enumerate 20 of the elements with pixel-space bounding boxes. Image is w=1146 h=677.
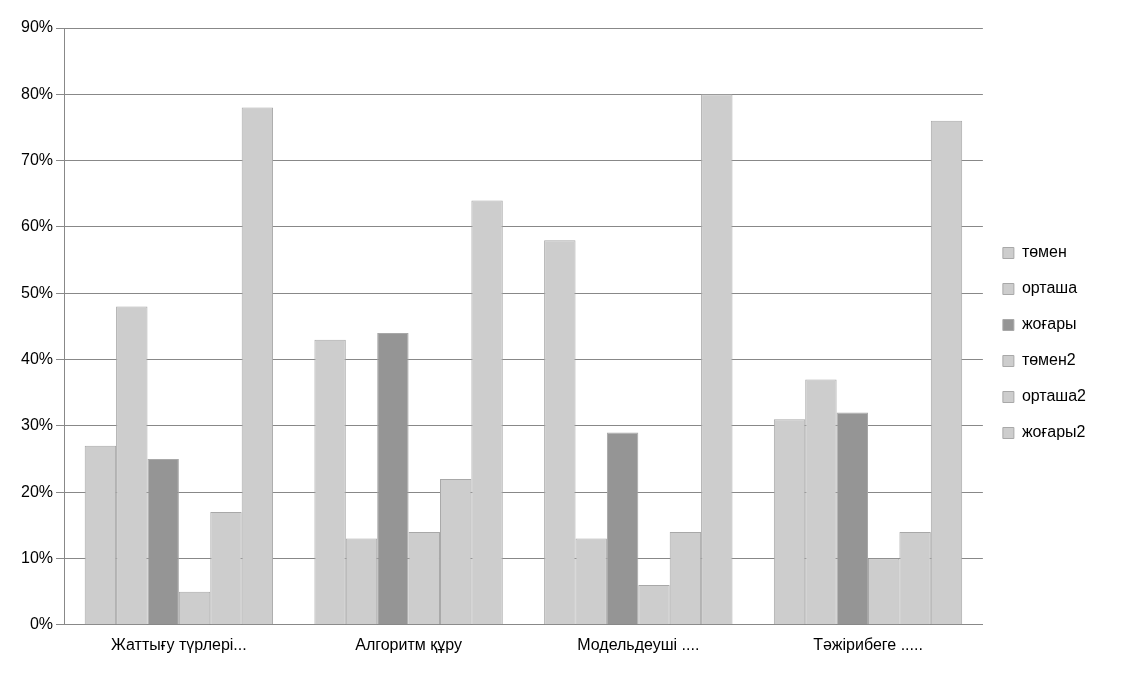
legend-label: орташа bbox=[1021, 279, 1078, 297]
y-tick-label: 90% bbox=[20, 18, 54, 36]
legend-label: жоғары2 bbox=[1021, 423, 1086, 441]
y-tick-label: 50% bbox=[20, 283, 54, 301]
y-tick-label: 0% bbox=[29, 615, 54, 633]
legend-label: жоғары bbox=[1021, 315, 1077, 333]
legend-label: төмен bbox=[1021, 243, 1067, 261]
x-tick-label: Жаттығу түрлері... bbox=[111, 635, 247, 653]
y-tick-label: 60% bbox=[20, 217, 54, 235]
y-tick-label: 30% bbox=[20, 416, 54, 434]
x-tick-label: Тәжірибеге ..... bbox=[813, 635, 923, 653]
y-tick-label: 70% bbox=[20, 151, 54, 169]
y-tick-label: 20% bbox=[20, 482, 54, 500]
legend-label: төмен2 bbox=[1021, 351, 1076, 369]
y-tick-label: 10% bbox=[20, 548, 54, 566]
y-tick-label: 40% bbox=[20, 349, 54, 367]
x-tick-label: Модельдеуші .... bbox=[577, 635, 700, 653]
legend-label: орташа2 bbox=[1021, 387, 1087, 405]
y-tick-label: 80% bbox=[20, 84, 54, 102]
x-tick-label: Алгоритм құру bbox=[355, 635, 462, 653]
